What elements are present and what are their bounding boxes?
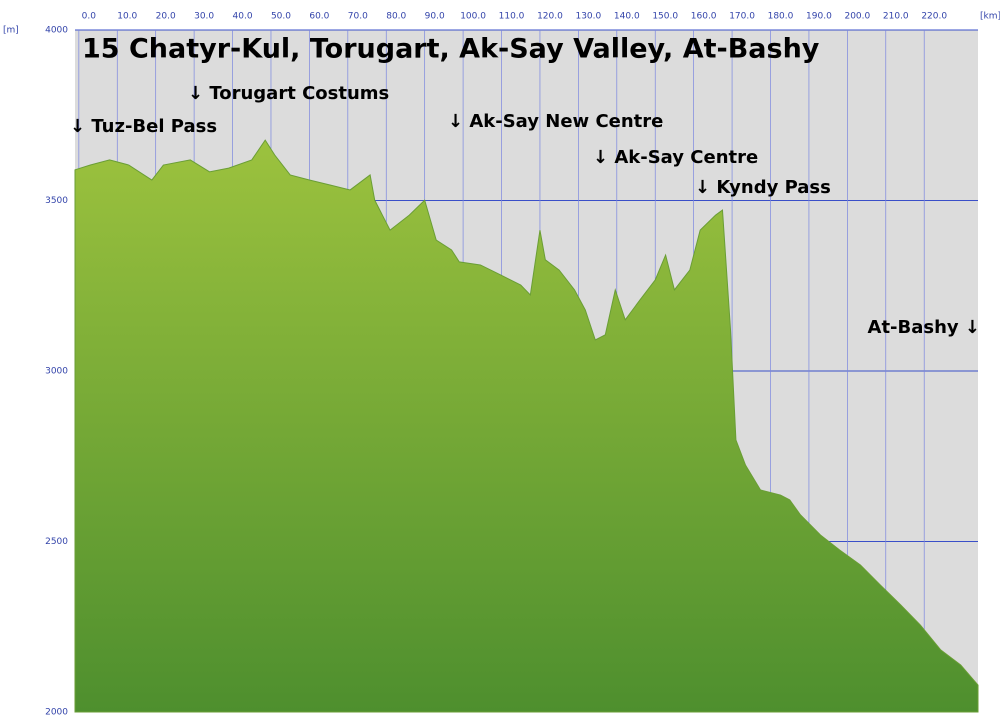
x-tick-label: 140.0 [614, 12, 640, 22]
chart-title: 15 Chatyr-Kul, Torugart, Ak-Say Valley, … [82, 34, 820, 65]
x-tick-label: 200.0 [844, 12, 870, 22]
x-tick-label: 40.0 [233, 12, 253, 22]
x-tick-label: 210.0 [883, 12, 909, 22]
annotation: ↓ Ak-Say New Centre [448, 111, 663, 132]
y-tick-label: 4000 [45, 26, 68, 36]
y-tick-label: 3000 [45, 367, 68, 377]
x-tick-label: 130.0 [575, 12, 601, 22]
x-tick-label: 170.0 [729, 12, 755, 22]
y-axis-label: [m] [3, 26, 19, 36]
x-tick-label: 20.0 [156, 12, 176, 22]
annotation: ↓ Torugart Costums [188, 83, 389, 104]
x-tick-label: 10.0 [117, 12, 137, 22]
x-tick-label: 120.0 [537, 12, 563, 22]
x-tick-label: 150.0 [652, 12, 678, 22]
x-tick-label: 100.0 [460, 12, 486, 22]
x-tick-label: 220.0 [921, 12, 947, 22]
x-tick-label: 90.0 [425, 12, 445, 22]
x-tick-label: 70.0 [348, 12, 368, 22]
x-tick-label: 190.0 [806, 12, 832, 22]
annotation: At-Bashy ↓ [868, 317, 980, 338]
x-tick-label: 110.0 [499, 12, 525, 22]
annotation: ↓ Kyndy Pass [695, 177, 831, 198]
x-tick-label: 160.0 [691, 12, 717, 22]
annotation: ↓ Tuz-Bel Pass [70, 116, 217, 137]
x-tick-label: 80.0 [386, 12, 406, 22]
x-tick-label: 0.0 [82, 12, 97, 22]
x-tick-label: 180.0 [768, 12, 794, 22]
x-axis-label: [km] [980, 12, 1000, 22]
elevation-area [74, 139, 979, 713]
x-tick-label: 30.0 [194, 12, 214, 22]
y-tick-label: 2000 [45, 708, 68, 718]
y-tick-label: 2500 [45, 537, 68, 547]
x-tick-label: 60.0 [309, 12, 329, 22]
x-tick-label: 50.0 [271, 12, 291, 22]
y-tick-label: 3500 [45, 196, 68, 206]
annotation: ↓ Ak-Say Centre [593, 147, 758, 168]
